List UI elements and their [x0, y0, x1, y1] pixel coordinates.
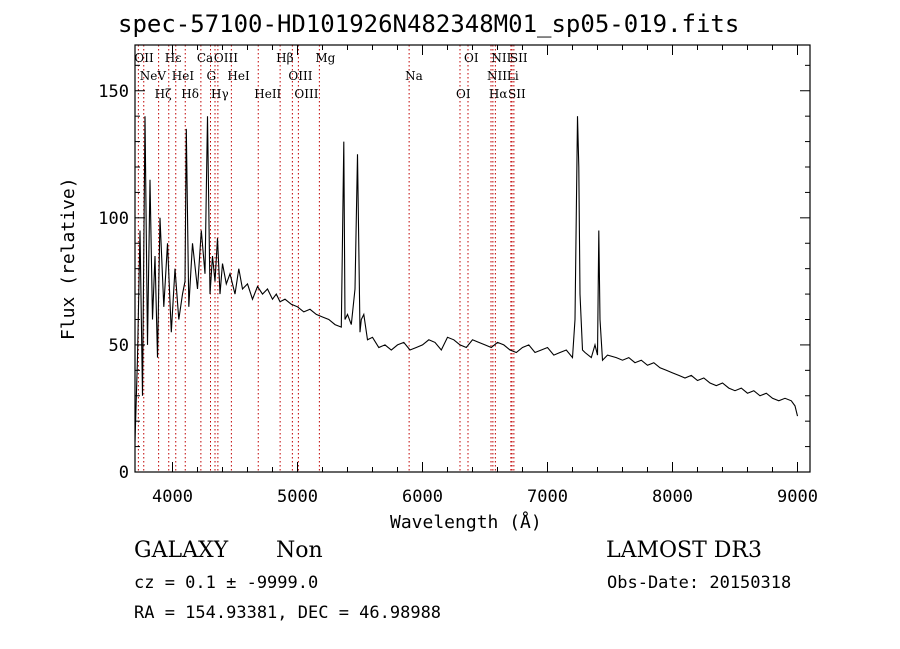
line-label-0: OII: [134, 51, 154, 65]
x-tick-label-0: 4000: [152, 487, 193, 507]
line-label-24: SII: [510, 51, 528, 65]
x-tick-label-4: 8000: [652, 487, 693, 507]
y-axis-label: Flux (relative): [58, 177, 79, 340]
line-label-18: OI: [464, 51, 479, 65]
survey-label: LAMOST DR3: [606, 538, 762, 563]
line-label-4: HeI: [172, 69, 195, 83]
chart-title: spec-57100-HD101926N482348M01_sp05-019.f…: [118, 10, 740, 38]
line-label-16: Na: [405, 69, 423, 83]
line-label-17: OI: [456, 87, 471, 101]
axis-ticks: 4000 5000 6000 7000 8000 9000 0 50 100 150: [98, 45, 818, 507]
line-label-14: OIII: [294, 87, 318, 101]
line-label-13: OIII: [288, 69, 312, 83]
line-label-11: HeII: [254, 87, 281, 101]
line-label-7: G: [207, 69, 217, 83]
plot-axes: [134, 44, 811, 473]
y-tick-label-0: 0: [119, 463, 129, 483]
line-label-5: Hδ: [181, 87, 199, 101]
line-label-9: OIII: [214, 51, 238, 65]
line-label-8: Hγ: [211, 87, 229, 101]
line-label-19: NII: [487, 69, 507, 83]
line-label-2: Hζ: [155, 87, 172, 101]
line-label-6: Ca: [197, 51, 213, 65]
x-tick-label-2: 6000: [402, 487, 443, 507]
class-label: GALAXY: [134, 538, 229, 563]
ra-dec: RA = 154.93381, DEC = 46.98988: [134, 603, 442, 623]
line-labels: OII NeV Hζ Hε HeI Hδ Ca G Hγ OIII HeI HeII Hβ OIII OII…: [134, 51, 527, 101]
line-label-10: HeI: [227, 69, 250, 83]
obs-date: Obs-Date: 20150318: [607, 573, 792, 593]
subclass-label: Non: [276, 538, 323, 563]
line-label-20: Hα: [489, 87, 508, 101]
line-label-15: Mg: [315, 51, 335, 65]
spectrum-series: [134, 116, 799, 442]
cz-value: cz = 0.1 ± -9999.0: [134, 573, 319, 593]
plot-frame: [134, 44, 811, 473]
x-tick-label-3: 7000: [527, 487, 568, 507]
line-label-21: NII: [491, 51, 511, 65]
line-label-3: Hε: [165, 51, 182, 65]
x-axis-label: Wavelength (Å): [390, 512, 542, 533]
x-tick-label-1: 5000: [277, 487, 318, 507]
line-label-12: Hβ: [276, 51, 293, 65]
line-label-22: Li: [507, 69, 519, 83]
y-tick-label-1: 50: [109, 336, 129, 356]
y-tick-label-2: 100: [98, 209, 129, 229]
y-tick-label-3: 150: [98, 82, 129, 102]
spectrum-line: [134, 116, 799, 442]
line-label-23: SII: [508, 87, 526, 101]
line-label-1: NeV: [140, 69, 167, 83]
x-tick-label-5: 9000: [777, 487, 818, 507]
